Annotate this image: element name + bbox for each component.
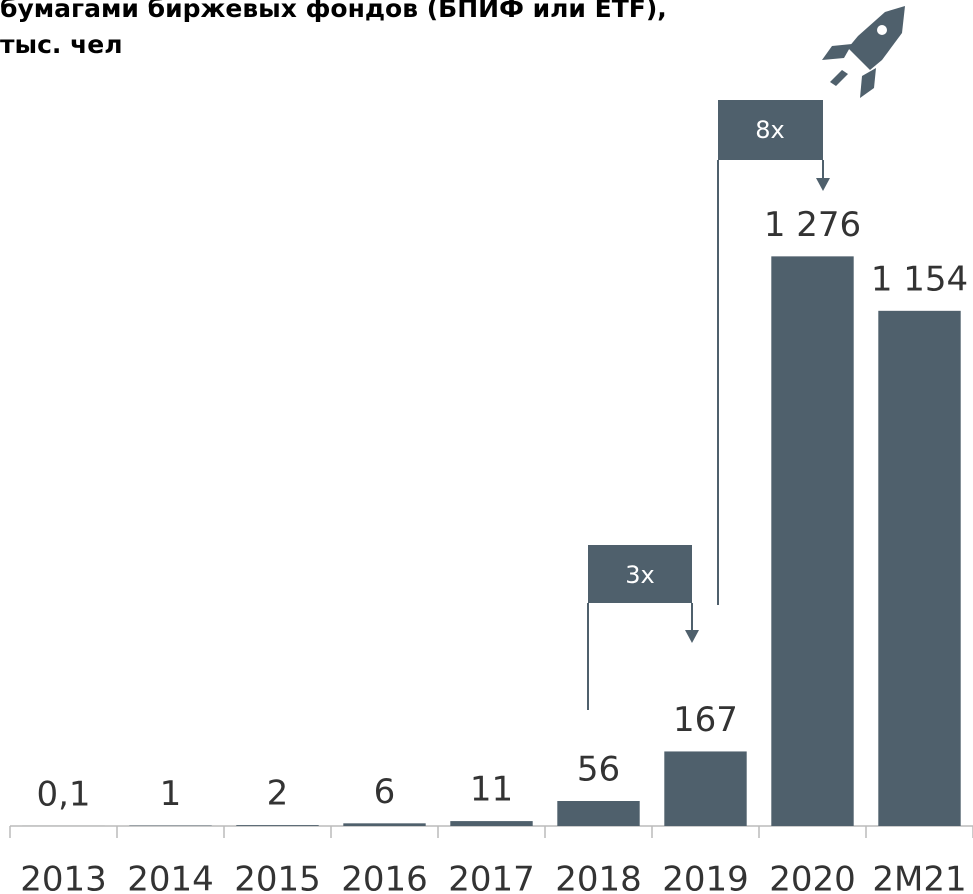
value-label: 2	[267, 774, 289, 814]
annotation: 8x	[755, 116, 784, 144]
x-tick-label: 2020	[769, 860, 856, 894]
value-label: 56	[577, 750, 620, 790]
bar	[236, 825, 319, 826]
value-label: 167	[673, 700, 738, 740]
x-tick-label: 2013	[20, 860, 107, 894]
bar	[664, 751, 747, 826]
x-tick-label: 2018	[555, 860, 642, 894]
x-tick-label: 2016	[341, 860, 428, 894]
value-label: 1 276	[764, 205, 861, 245]
arrow-head	[685, 630, 699, 643]
x-tick-label: 2014	[127, 860, 214, 894]
bar	[878, 310, 961, 827]
value-label: 1 154	[871, 259, 968, 299]
annotation-box	[588, 545, 692, 603]
bar	[343, 823, 426, 826]
chart-title: бумагами биржевых фондов (БПИФ или ETF),	[0, 0, 667, 23]
bar	[771, 256, 854, 826]
annotation-3x: 3x	[587, 545, 699, 710]
chart-title: тыс. чел	[0, 30, 123, 59]
value-label: 11	[470, 770, 513, 810]
annotation-8x: 8x	[717, 100, 830, 605]
bar	[557, 801, 640, 826]
x-tick-label: 2015	[234, 860, 321, 894]
x-tick-label: 2019	[662, 860, 749, 894]
annotation-box	[718, 100, 823, 160]
value-label: 1	[160, 774, 182, 814]
x-tick-label: 2M21	[872, 860, 966, 894]
value-label: 0,1	[36, 774, 90, 814]
bar	[450, 821, 533, 826]
annotation: 3x	[625, 561, 654, 589]
rocket-icon	[822, 6, 905, 98]
arrow-head	[816, 178, 830, 191]
x-tick-label: 2017	[448, 860, 535, 894]
value-label: 6	[374, 772, 396, 812]
